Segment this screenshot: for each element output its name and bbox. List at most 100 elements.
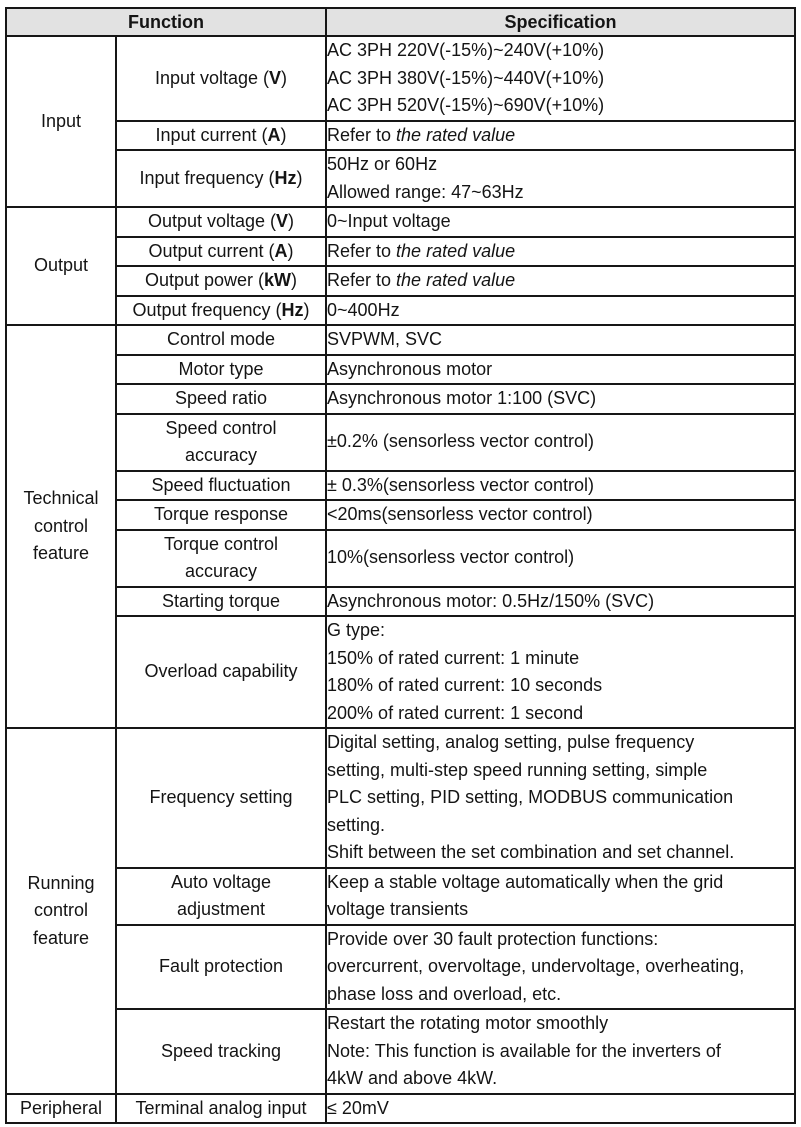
text-line: ±0.2% (sensorless vector control) xyxy=(327,431,594,452)
function-item-cell: Control mode xyxy=(114,324,328,356)
function-item-cell: Fault protection xyxy=(114,923,328,1010)
function-item-cell: Output current (A) xyxy=(114,235,328,267)
text-line: Speed tracking xyxy=(160,1040,282,1061)
specification-cell: Asynchronous motor: 0.5Hz/150% (SVC) xyxy=(325,585,797,617)
table-row: Speed control accuracy ±0.2% (sensorless v… xyxy=(6,412,797,472)
text-line: setting. xyxy=(327,814,386,835)
text-line: Torque control xyxy=(163,533,279,554)
table-row: Running control feature Frequency setting Di… xyxy=(5,727,797,1095)
table-row: Torque response <20ms(sensorless vector c… xyxy=(6,499,797,531)
function-item-cell: Output voltage (V) xyxy=(114,206,328,238)
text-line: Overload capability xyxy=(144,661,298,682)
table-row: Technical control feature Control mode SVPWM… xyxy=(5,324,797,729)
text-line: Restart the rotating motor smoothly xyxy=(327,1013,609,1033)
text-line: Refer to the rated value xyxy=(327,240,516,261)
table-row: Output frequency (Hz) 0~400Hz xyxy=(6,294,797,326)
text-line: Speed ratio xyxy=(174,388,268,408)
table-row: Overload capability G type: 150% of rated … xyxy=(6,615,797,729)
function-item-cell: Speed tracking xyxy=(114,1008,328,1095)
text-line: G type: xyxy=(327,620,386,640)
text-line: 4kW and above 4kW. xyxy=(327,1068,498,1088)
function-item-cell: Input frequency (Hz) xyxy=(114,149,328,208)
table-row: Peripheral Terminal analog input ≤ 20mV xyxy=(5,1092,797,1124)
function-item-cell: Motor type xyxy=(114,353,328,385)
function-group-cell: Peripheral xyxy=(5,1092,117,1124)
text-line: Input current (A) xyxy=(155,124,287,145)
text-line: PLC setting, PID setting, MODBUS communi… xyxy=(327,787,734,807)
text-line: Asynchronous motor: 0.5Hz/150% (SVC) xyxy=(327,590,655,611)
specification-cell: 0~400Hz xyxy=(325,294,797,326)
text-line: Keep a stable voltage automatically when… xyxy=(327,871,724,892)
function-group-cell: Output xyxy=(5,206,117,326)
table-row: Speed tracking Restart the rotating motor… xyxy=(6,1008,797,1095)
table-row: Output Output voltage (V) 0~Input voltage xyxy=(5,206,797,326)
table-row: Fault protection Provide over 30 fault pr… xyxy=(6,923,797,1010)
specification-cell: Asynchronous motor xyxy=(325,353,797,385)
text-line: control xyxy=(33,515,89,536)
specification-cell: Refer to the rated value xyxy=(325,265,797,297)
text-line: Refer to the rated value xyxy=(327,124,516,145)
function-item-cell: Auto voltage adjustment xyxy=(114,866,328,926)
text-line: Input xyxy=(40,110,82,131)
text-line: Refer to the rated value xyxy=(327,270,516,290)
text-line: AC 3PH 220V(-15%)~240V(+10%) xyxy=(327,40,605,60)
specification-cell: Asynchronous motor 1:100 (SVC) xyxy=(325,383,797,415)
specification-cell: ± 0.3%(sensorless vector control) xyxy=(325,469,797,501)
text-line: 0~400Hz xyxy=(327,299,400,320)
specification-cell: AC 3PH 220V(-15%)~240V(+10%) AC 3PH 380V(… xyxy=(325,35,797,122)
text-line: Starting torque xyxy=(161,590,281,611)
text-line: Asynchronous motor 1:100 (SVC) xyxy=(327,388,597,408)
function-group-cell: Technical control feature xyxy=(5,324,117,729)
specification-cell: SVPWM, SVC xyxy=(325,324,797,356)
text-line: Technical xyxy=(23,488,99,509)
header-row: Function Specification xyxy=(4,7,797,37)
text-line: Note: This function is available for the… xyxy=(327,1040,721,1061)
text-line: Fault protection xyxy=(158,956,284,976)
function-item-cell: Speed control accuracy xyxy=(114,412,328,472)
table-row: Output current (A) Refer to the rated val… xyxy=(6,235,797,267)
text-line: control xyxy=(33,900,89,920)
text-line: feature xyxy=(32,927,90,948)
text-line: 180% of rated current: 10 seconds xyxy=(327,675,603,695)
function-group-cell: Running control feature xyxy=(5,727,117,1095)
text-line: 50Hz or 60Hz xyxy=(327,154,438,174)
function-item-cell: Input current (A) xyxy=(114,119,328,151)
text-line: Input frequency (Hz) xyxy=(139,167,303,188)
specification-cell: Digital setting, analog setting, pulse f… xyxy=(325,727,797,869)
specification-cell: 0~Input voltage xyxy=(325,206,797,238)
function-item-cell: Starting torque xyxy=(114,585,328,617)
specification-cell: <20ms(sensorless vector control) xyxy=(325,499,797,531)
text-line: AC 3PH 380V(-15%)~440V(+10%) xyxy=(327,67,605,88)
text-line: ≤ 20mV xyxy=(327,1097,389,1118)
text-line: Asynchronous motor xyxy=(327,358,493,379)
specification-cell: G type: 150% of rated current: 1 minute 18… xyxy=(325,615,797,729)
text-line: SVPWM, SVC xyxy=(327,329,443,349)
function-item-cell: Input voltage (V) xyxy=(114,35,328,122)
specification-cell: ±0.2% (sensorless vector control) xyxy=(325,412,797,472)
function-group-cell: Input xyxy=(5,35,117,208)
function-item-cell: Speed ratio xyxy=(114,383,328,415)
text-line: Control mode xyxy=(166,329,276,349)
text-line: Running xyxy=(27,872,95,893)
function-item-cell: Output power (kW) xyxy=(114,265,328,297)
table-row: Auto voltage adjustment Keep a stable volt… xyxy=(6,866,797,926)
text-line: overcurrent, overvoltage, undervoltage, … xyxy=(327,956,745,976)
function-item-cell: Terminal analog input xyxy=(114,1092,328,1124)
text-line: voltage transients xyxy=(327,899,469,919)
table-header: Function Specification xyxy=(4,7,797,37)
specification-cell: 50Hz or 60Hz Allowed range: 47~63Hz xyxy=(325,149,797,208)
text-line: Provide over 30 fault protection functio… xyxy=(327,928,659,949)
specification-column-header: Specification xyxy=(325,7,797,37)
table-row: Speed ratio Asynchronous motor 1:100 (SVC… xyxy=(6,383,797,415)
specification-cell: Keep a stable voltage automatically when… xyxy=(325,866,797,926)
table-row: Input current (A) Refer to the rated valu… xyxy=(6,119,797,151)
text-line: accuracy xyxy=(184,445,258,465)
table-row: Input frequency (Hz) 50Hz or 60Hz Allowed … xyxy=(6,149,797,208)
text-line: Frequency setting xyxy=(149,787,293,807)
function-item-cell: Speed fluctuation xyxy=(114,469,328,501)
specification-cell: 10%(sensorless vector control) xyxy=(325,528,797,588)
text-line: accuracy xyxy=(184,561,258,581)
specification-table: Function Specification Input Input voltag… xyxy=(4,7,797,1124)
text-line: Output current (A) xyxy=(148,240,294,261)
